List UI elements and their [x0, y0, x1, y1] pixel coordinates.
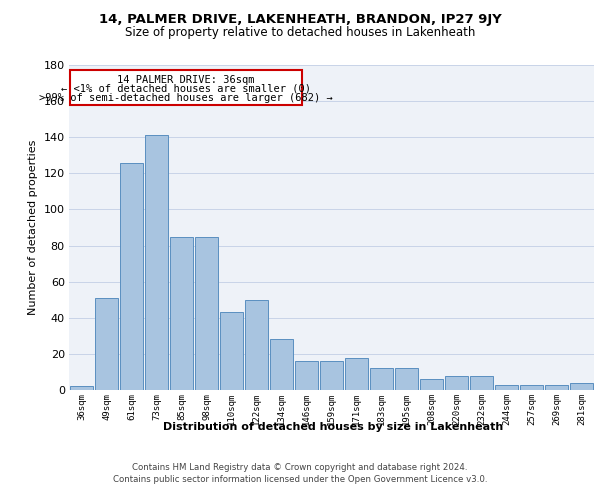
Bar: [170, 236, 193, 390]
Text: Distribution of detached houses by size in Lakenheath: Distribution of detached houses by size …: [163, 422, 503, 432]
Text: ← <1% of detached houses are smaller (0): ← <1% of detached houses are smaller (0): [61, 84, 311, 94]
Bar: [245, 300, 268, 390]
Text: 14 PALMER DRIVE: 36sqm: 14 PALMER DRIVE: 36sqm: [117, 75, 254, 85]
Bar: [320, 361, 343, 390]
Bar: [545, 384, 568, 390]
Bar: [269, 340, 293, 390]
Bar: [220, 312, 244, 390]
Y-axis label: Number of detached properties: Number of detached properties: [28, 140, 38, 315]
Bar: [395, 368, 418, 390]
Bar: [344, 358, 368, 390]
Bar: [295, 361, 319, 390]
Bar: [95, 298, 118, 390]
Bar: [494, 384, 518, 390]
Text: Contains public sector information licensed under the Open Government Licence v3: Contains public sector information licen…: [113, 475, 487, 484]
Bar: [145, 136, 169, 390]
Bar: [119, 162, 143, 390]
Text: 14, PALMER DRIVE, LAKENHEATH, BRANDON, IP27 9JY: 14, PALMER DRIVE, LAKENHEATH, BRANDON, I…: [98, 12, 502, 26]
FancyBboxPatch shape: [70, 70, 302, 104]
Bar: [445, 376, 469, 390]
Bar: [194, 236, 218, 390]
Text: Size of property relative to detached houses in Lakenheath: Size of property relative to detached ho…: [125, 26, 475, 39]
Bar: [419, 379, 443, 390]
Bar: [70, 386, 94, 390]
Bar: [370, 368, 394, 390]
Bar: [520, 384, 544, 390]
Bar: [569, 383, 593, 390]
Bar: [470, 376, 493, 390]
Text: >99% of semi-detached houses are larger (682) →: >99% of semi-detached houses are larger …: [39, 93, 333, 103]
Text: Contains HM Land Registry data © Crown copyright and database right 2024.: Contains HM Land Registry data © Crown c…: [132, 462, 468, 471]
